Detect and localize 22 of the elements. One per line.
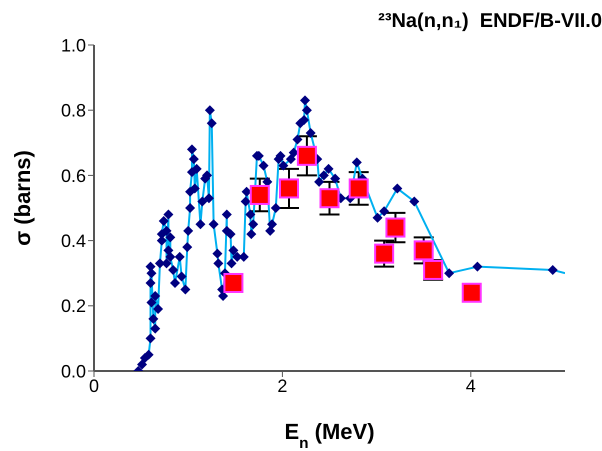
point [296, 146, 317, 166]
x-axis-title: E$_{n}$ (MeV) [284, 419, 375, 451]
x-tick-label: 0 [88, 376, 100, 396]
point [374, 244, 394, 264]
point [250, 184, 270, 205]
y-tick-label: 0.2 [60, 296, 86, 316]
y-tick-label: 1.0 [60, 35, 86, 56]
point [414, 240, 434, 260]
chart-title: ²³Na(n,n₁) ENDF/B-VII.0 [378, 10, 602, 33]
y-axis-title: σ (barns) [10, 150, 35, 246]
point [385, 218, 406, 238]
y-tick-label: 0.8 [60, 100, 86, 121]
point [223, 272, 244, 293]
point [348, 178, 369, 198]
point [320, 188, 340, 208]
point [462, 282, 482, 303]
y-tick-label: 0.4 [60, 230, 86, 251]
point [278, 178, 299, 198]
y-tick-label: 0.0 [60, 361, 86, 382]
x-tick-label: 4 [466, 376, 476, 396]
x-tick-label: 2 [277, 376, 288, 396]
y-tick-label: 0.6 [60, 166, 86, 186]
